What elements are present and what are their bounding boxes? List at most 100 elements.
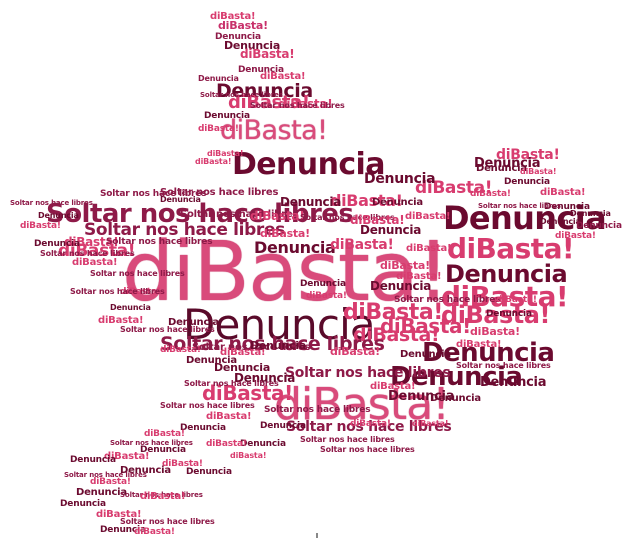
word-dibasta: diBasta! (278, 97, 333, 111)
word-dibasta: diBasta! (122, 225, 450, 320)
word-soltar: Soltar nos hace libres (180, 209, 299, 220)
word-denuncia: Denuncia (140, 445, 186, 455)
word-soltar: Soltar nos hace libres (320, 445, 415, 454)
word-dibasta: diBasta! (274, 379, 450, 430)
word-dibasta: diBasta! (162, 459, 203, 469)
word-dibasta: diBasta! (470, 189, 511, 199)
word-denuncia: Denuncia (370, 279, 432, 293)
word-dibasta: diBasta! (220, 347, 266, 358)
word-dibasta: diBasta! (160, 345, 201, 355)
word-dibasta: diBasta! (228, 92, 310, 113)
word-denuncia: Denuncia (570, 209, 611, 218)
word-denuncia: Denuncia (364, 171, 436, 187)
word-denuncia: Denuncia (422, 338, 555, 368)
word-soltar: Soltar nos hace libres (64, 471, 147, 479)
word-soltar: Soltar nos hace libres (286, 419, 452, 435)
word-soltar: Soltar nos hace libres (120, 325, 215, 334)
word-dibasta: diBasta! (260, 71, 306, 82)
word-dibasta: diBasta! (202, 381, 293, 405)
word-dibasta: diBasta! (380, 314, 471, 338)
word-dibasta: diBasta! (20, 221, 61, 231)
word-denuncia: Denuncia (300, 279, 346, 289)
word-soltar: Soltar nos hace libres (200, 91, 283, 99)
word-denuncia: Denuncia (100, 525, 146, 535)
word-dibasta: diBasta! (98, 315, 144, 326)
word-denuncia: Denuncia (486, 309, 532, 319)
word-denuncia: Denuncia (504, 177, 550, 187)
word-denuncia: Denuncia (204, 111, 250, 121)
word-dibasta: diBasta! (330, 345, 380, 358)
word-soltar: Soltar nos hace libres (10, 199, 93, 207)
word-denuncia: Denuncia (238, 65, 284, 75)
word-dibasta: diBasta! (343, 300, 443, 325)
word-denuncia: Denuncia (240, 439, 286, 449)
word-soltar: Soltar nos hace libres (160, 401, 255, 410)
word-dibasta: diBasta! (206, 411, 252, 422)
word-dibasta: diBasta! (441, 280, 569, 313)
word-denuncia: Denuncia (400, 349, 451, 360)
word-denuncia: Denuncia (254, 238, 336, 257)
word-denuncia: Denuncia (214, 361, 271, 374)
word-soltar: Soltar nos hace libres (478, 202, 561, 210)
word-soltar: Soltar nos hace libres (90, 269, 185, 278)
word-denuncia: Denuncia (180, 423, 226, 433)
word-dibasta: diBasta! (350, 419, 391, 429)
word-denuncia: Denuncia (474, 156, 541, 171)
word-denuncia: Denuncia (360, 223, 422, 237)
word-dibasta: diBasta! (412, 419, 449, 428)
word-soltar: Soltar nos hace libres (300, 435, 395, 444)
word-dibasta: diBasta! (144, 429, 185, 439)
word-dibasta: diBasta! (415, 178, 493, 198)
word-dibasta: diBasta! (330, 191, 403, 210)
word-dibasta: diBasta! (96, 509, 142, 520)
word-denuncia: Denuncia (120, 465, 171, 476)
word-dibasta: diBasta! (456, 339, 502, 350)
word-dibasta: diBasta! (220, 115, 328, 146)
word-soltar: Soltar nos hace libres (264, 405, 371, 415)
word-denuncia: Denuncia (443, 199, 607, 237)
word-dibasta: diBasta! (350, 213, 405, 227)
word-denuncia: Denuncia (110, 303, 151, 312)
word-denuncia: Denuncia (198, 74, 239, 83)
word-denuncia: Denuncia (70, 455, 116, 465)
word-dibasta: diBasta! (104, 451, 150, 462)
word-dibasta: diBasta! (496, 295, 537, 305)
word-dibasta: diBasta! (134, 527, 175, 537)
word-dibasta: diBasta! (447, 232, 575, 265)
cursor-mark (316, 533, 318, 538)
word-denuncia: Denuncia (280, 195, 342, 209)
word-denuncia: Denuncia (168, 317, 219, 328)
word-soltar: Soltar nos hace libres (100, 189, 207, 199)
word-dibasta: diBasta! (195, 157, 232, 166)
word-dibasta: diBasta! (260, 227, 310, 240)
word-denuncia: Denuncia (544, 202, 590, 212)
word-denuncia: Denuncia (186, 355, 237, 366)
word-dibasta: diBasta! (64, 235, 119, 249)
word-dibasta: diBasta! (210, 11, 256, 22)
word-soltar: Soltar nos hace libres (106, 237, 213, 247)
word-denuncia: Denuncia (430, 393, 481, 404)
word-soltar: Soltar nos hace libres (160, 187, 279, 198)
word-dibasta: diBasta! (405, 211, 451, 222)
word-dibasta: diBasta! (58, 241, 136, 261)
word-dibasta: diBasta! (520, 167, 557, 176)
word-soltar: Soltar nos hace libres (160, 333, 385, 355)
word-dibasta: diBasta! (470, 325, 520, 338)
word-dibasta: diBasta! (555, 231, 596, 241)
word-dibasta: diBasta! (353, 324, 440, 346)
word-dibasta: diBasta! (406, 243, 452, 254)
word-denuncia: Denuncia (76, 487, 127, 498)
word-soltar: Soltar nos hace libres (456, 361, 551, 370)
word-denuncia: Denuncia (390, 362, 523, 392)
word-denuncia: Denuncia (38, 211, 79, 220)
word-dibasta: diBasta! (496, 147, 560, 163)
word-dibasta: diBasta! (380, 259, 430, 272)
word-soltar: Soltar nos hace libres (120, 517, 215, 526)
word-denuncia: Denuncia (232, 147, 385, 182)
word-soltar: Soltar nos hace libres (394, 295, 501, 305)
word-dibasta: diBasta! (90, 477, 131, 487)
word-dibasta: diBasta! (72, 257, 118, 268)
word-soltar: Soltar nos hace libres (285, 365, 451, 381)
word-denuncia: Denuncia (388, 389, 455, 404)
